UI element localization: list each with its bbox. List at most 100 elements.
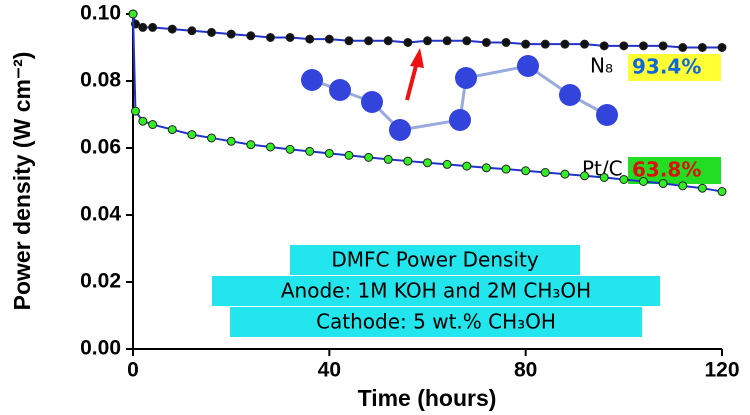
x-tick-label: 40 bbox=[318, 359, 341, 382]
data-point bbox=[324, 34, 334, 44]
y-tick-label: 0.04 bbox=[80, 203, 121, 226]
box-background bbox=[290, 245, 580, 275]
data-point bbox=[383, 154, 393, 164]
data-point bbox=[207, 133, 217, 143]
data-point bbox=[678, 181, 688, 191]
x-tick-label: 0 bbox=[127, 359, 139, 382]
atom bbox=[329, 79, 351, 101]
arrow-shaft bbox=[405, 61, 419, 101]
atom bbox=[517, 55, 539, 77]
atom bbox=[361, 91, 383, 113]
data-point bbox=[580, 171, 590, 181]
data-point bbox=[383, 36, 393, 46]
data-point bbox=[403, 37, 413, 47]
data-point bbox=[167, 24, 177, 34]
y-tick-label: 0.06 bbox=[80, 136, 121, 159]
data-point bbox=[442, 36, 452, 46]
data-point bbox=[481, 163, 491, 173]
y-axis-title: Power density (W cm⁻²) bbox=[9, 52, 35, 311]
series-label: N₈ bbox=[590, 54, 613, 78]
data-point bbox=[423, 36, 432, 46]
atom bbox=[455, 67, 477, 89]
box-background bbox=[212, 276, 660, 306]
data-point bbox=[128, 9, 138, 19]
data-point bbox=[521, 39, 531, 49]
box-background bbox=[230, 307, 642, 337]
data-point bbox=[344, 36, 354, 46]
atom bbox=[559, 84, 581, 106]
data-point bbox=[717, 187, 727, 197]
data-point bbox=[521, 166, 531, 176]
data-point bbox=[246, 140, 256, 150]
data-point bbox=[285, 144, 295, 154]
box-text: Cathode: 5 wt.% CH₃OH bbox=[316, 310, 556, 334]
box-text: DMFC Power Density bbox=[331, 248, 539, 272]
data-point bbox=[697, 43, 707, 52]
molecule-atoms bbox=[301, 55, 618, 141]
data-point bbox=[619, 174, 629, 184]
data-point bbox=[265, 142, 275, 152]
data-point bbox=[481, 37, 491, 47]
data-point bbox=[678, 43, 688, 52]
data-point bbox=[187, 130, 197, 140]
retention-label: 93.4% bbox=[632, 55, 701, 79]
data-point bbox=[423, 158, 432, 168]
data-point bbox=[148, 22, 158, 32]
data-point bbox=[246, 31, 256, 41]
y-tick-label: 0.00 bbox=[80, 337, 121, 360]
data-point bbox=[442, 159, 452, 169]
data-point bbox=[540, 167, 550, 177]
arrow-head bbox=[410, 48, 424, 68]
data-point bbox=[638, 177, 648, 186]
box-text: Anode: 1M KOH and 2M CH₃OH bbox=[281, 279, 591, 303]
axes bbox=[132, 14, 722, 350]
data-point bbox=[560, 39, 570, 49]
data-point bbox=[580, 39, 590, 49]
data-point bbox=[462, 161, 472, 171]
y-tick-label: 0.02 bbox=[80, 270, 121, 293]
arrow bbox=[405, 48, 424, 101]
data-point bbox=[285, 32, 295, 42]
data-point bbox=[364, 36, 374, 46]
data-point bbox=[697, 183, 707, 193]
data-point bbox=[130, 106, 140, 116]
data-point bbox=[148, 120, 158, 130]
data-point bbox=[344, 150, 354, 160]
atom bbox=[596, 104, 618, 126]
data-point bbox=[364, 152, 374, 162]
data-point bbox=[265, 32, 275, 42]
data-point bbox=[501, 164, 511, 174]
data-point bbox=[403, 156, 413, 166]
x-tick-label: 120 bbox=[704, 359, 739, 382]
data-point bbox=[207, 27, 217, 37]
data-point bbox=[658, 41, 668, 51]
y-tick-label: 0.08 bbox=[80, 69, 121, 92]
data-point bbox=[619, 41, 629, 51]
atom bbox=[301, 69, 323, 91]
data-point bbox=[138, 116, 148, 126]
x-axis-title: Time (hours) bbox=[358, 385, 497, 411]
atom bbox=[449, 109, 471, 131]
data-point bbox=[167, 125, 177, 135]
data-point bbox=[717, 43, 727, 52]
data-point bbox=[305, 34, 315, 44]
data-point bbox=[305, 146, 315, 156]
data-point bbox=[638, 41, 648, 51]
data-point bbox=[599, 172, 609, 182]
data-point bbox=[560, 169, 570, 179]
atom bbox=[389, 119, 411, 141]
y-tick-label: 0.10 bbox=[80, 2, 121, 25]
data-point bbox=[462, 36, 472, 46]
data-point bbox=[658, 179, 668, 189]
data-point bbox=[187, 26, 197, 36]
data-point bbox=[138, 22, 148, 32]
data-point bbox=[501, 37, 511, 47]
data-point bbox=[599, 41, 609, 51]
data-point bbox=[324, 148, 334, 158]
data-point bbox=[226, 136, 236, 146]
data-point bbox=[540, 39, 550, 49]
x-tick-label: 80 bbox=[514, 359, 537, 382]
data-point bbox=[226, 29, 236, 39]
label-background bbox=[628, 54, 721, 81]
